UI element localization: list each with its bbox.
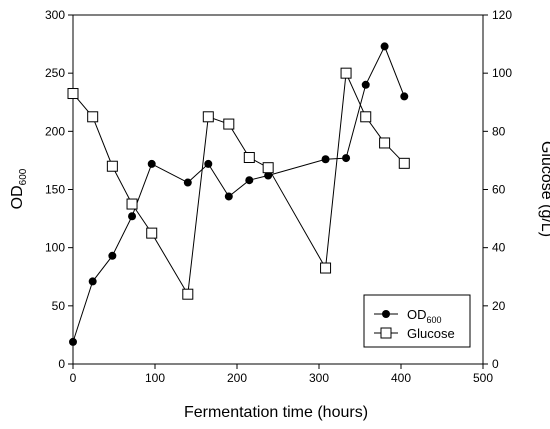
glucose-point [262,162,274,174]
y-tick-label: 150 [45,183,65,197]
glucose-point [398,157,410,169]
legend-od600-label: OD600 [407,307,442,325]
glucose-series-line [72,71,405,296]
glucose-point [360,111,372,123]
od600-point [88,277,97,286]
glucose-point [340,67,352,79]
od600-point [183,178,192,187]
glucose-point [243,152,255,164]
od600-point [400,92,409,101]
od600-point [224,192,233,201]
glucose-point [126,198,138,210]
y-tick-label: 300 [45,8,65,22]
y2-tick-label: 40 [492,241,506,255]
glucose-point [320,262,332,274]
od600-point [264,171,273,180]
series-markers [67,42,410,346]
glucose-point [379,137,391,149]
od600-point [342,154,351,163]
y-tick-label: 250 [45,66,65,80]
y2-tick-label: 20 [492,299,506,313]
od600-point [321,155,330,164]
y2-tick-label: 60 [492,183,506,197]
series-lines [72,45,405,343]
od600-point [128,212,137,221]
tick-marks [68,14,488,369]
legend-glucose-label: Glucose [407,326,455,341]
od600-point [204,159,213,168]
od600-point [245,176,254,185]
x-tick-label: 300 [309,371,329,385]
legend-od600-marker [382,310,390,318]
glucose-point [106,160,118,172]
y2-tick-label: 80 [492,124,506,138]
glucose-point [223,118,235,130]
y2-tick-label: 100 [492,66,512,80]
y-axis-title: OD600 [9,168,29,209]
od600-point [69,337,77,346]
legend-glucose-marker [380,327,392,339]
x-tick-label: 500 [473,371,493,385]
y-tick-label: 100 [45,241,65,255]
glucose-point [202,111,214,123]
y2-axis-title: Glucose (g/L) [538,141,550,237]
x-tick-label: 200 [227,371,247,385]
od600-point [108,251,117,260]
od600-point [380,42,389,51]
glucose-point [87,111,99,123]
y2-tick-label: 120 [492,8,512,22]
y-tick-label: 200 [45,124,65,138]
x-tick-label: 400 [391,371,411,385]
od600-series-line [72,45,405,343]
legend: OD600 Glucose [363,294,471,348]
x-tick-label: 100 [145,371,165,385]
x-axis-title: Fermentation time (hours) [184,404,368,421]
y-tick-label: 0 [58,357,65,371]
glucose-point [146,227,158,239]
y2-tick-label: 0 [492,357,499,371]
y-tick-label: 50 [52,299,66,313]
x-tick-label: 0 [70,371,77,385]
od600-point [147,159,156,168]
glucose-point [67,88,79,100]
od600-point [361,80,370,89]
glucose-point [182,288,194,300]
